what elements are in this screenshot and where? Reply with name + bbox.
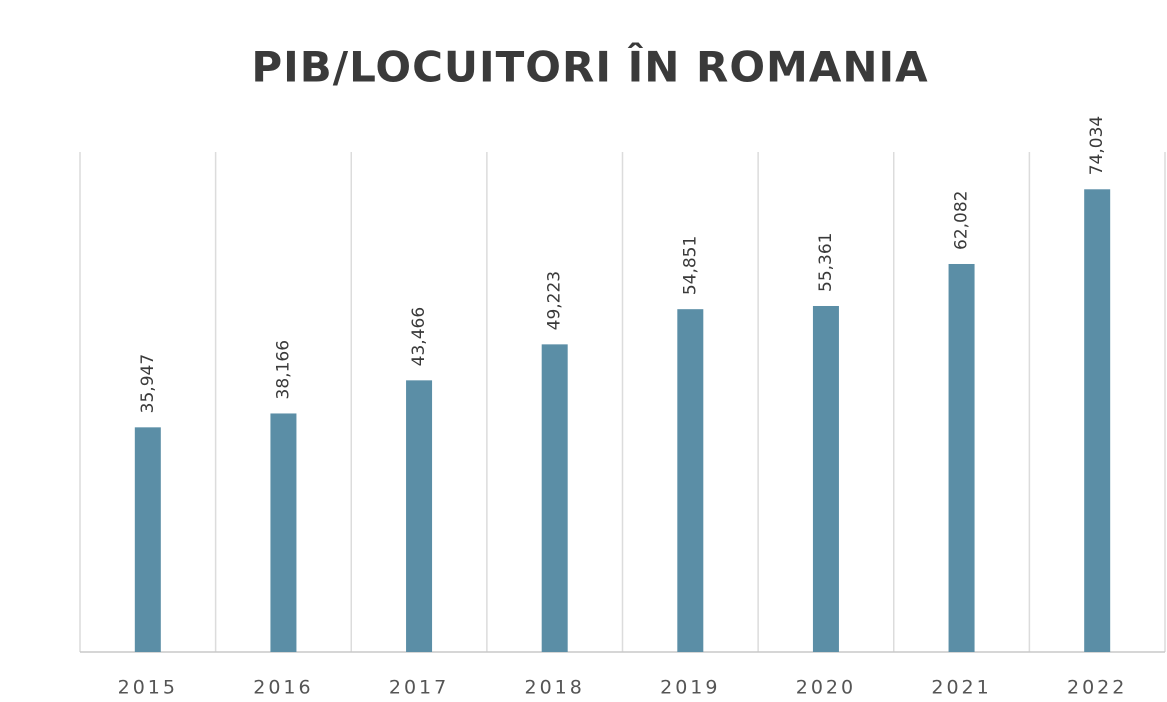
data-label: 35,947	[138, 354, 158, 413]
bar	[812, 305, 839, 652]
bar	[541, 344, 568, 652]
data-label: 49,223	[545, 271, 565, 330]
x-tick-label: 2020	[796, 677, 856, 699]
x-tick-label: 2019	[660, 677, 720, 699]
x-tick-label: 2021	[931, 677, 991, 699]
chart-title: PIB/LOCUITORI ÎN ROMANIA	[251, 42, 928, 92]
x-tick-label: 2018	[525, 677, 585, 699]
data-label: 62,082	[952, 191, 972, 250]
x-tick-label: 2017	[389, 677, 449, 699]
bar	[270, 413, 297, 652]
bar	[406, 380, 433, 652]
x-tick-label: 2015	[118, 677, 178, 699]
x-tick-label: 2022	[1067, 677, 1127, 699]
data-label: 43,466	[409, 307, 429, 366]
data-label: 38,166	[273, 340, 293, 399]
data-label: 54,851	[680, 236, 700, 295]
x-tick-label: 2016	[253, 677, 313, 699]
data-label: 74,034	[1087, 116, 1107, 175]
data-label: 55,361	[816, 233, 836, 292]
bar	[134, 427, 161, 652]
bar	[948, 263, 975, 652]
bar	[677, 309, 704, 652]
bar	[1084, 189, 1111, 652]
